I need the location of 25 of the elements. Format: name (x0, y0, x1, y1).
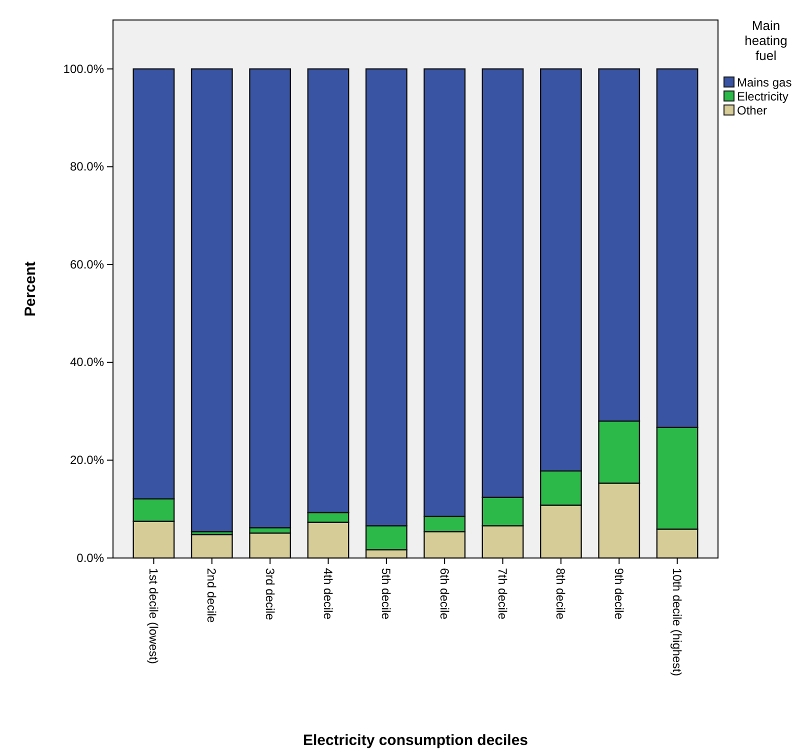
x-tick-label: 4th decile (321, 568, 336, 620)
y-tick-label: 60.0% (70, 257, 104, 272)
x-tick-label: 10th decile (highest) (670, 568, 684, 676)
x-tick-label: 7th decile (496, 568, 510, 620)
y-tick-label: 20.0% (70, 453, 104, 468)
legend-label: Other (737, 104, 768, 118)
bar (249, 532, 292, 559)
bar (190, 534, 233, 559)
y-axis-title: Percent (22, 261, 39, 317)
x-tick-label: 9th decile (612, 568, 626, 620)
x-tick-label: 5th decile (379, 568, 394, 620)
legend-label: Electricity (737, 90, 788, 104)
x-tick-label: 6th decile (437, 568, 452, 620)
y-tick-label: 80.0% (70, 160, 104, 174)
legend-label: Mains gas (737, 76, 792, 90)
y-tick-label: 100.0% (63, 62, 104, 76)
x-tick-label: 1st decile (lowest) (146, 568, 161, 664)
y-tick-label: 0.0% (76, 550, 104, 565)
x-axis-title: Electricity consumption deciles (302, 732, 528, 749)
bar (190, 68, 233, 532)
x-tick-label: 3rd decile (262, 568, 277, 620)
x-tick-label: 2nd decile (204, 568, 219, 624)
x-tick-label: 8th decile (554, 568, 568, 620)
y-tick-label: 40.0% (70, 355, 104, 370)
legend-title: Main heating fuel (744, 18, 788, 63)
